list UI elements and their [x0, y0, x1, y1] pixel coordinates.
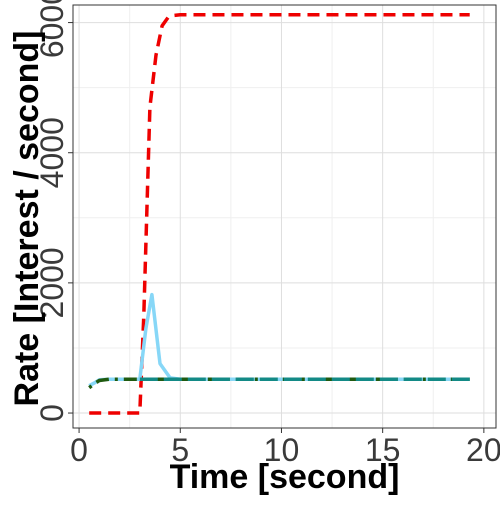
- x-tick-label: 20: [466, 432, 500, 468]
- grid-layer: [73, 5, 496, 428]
- y-tick-label: 0: [34, 404, 70, 422]
- x-tick-label: 0: [70, 432, 88, 468]
- series-red-dashed: [89, 13, 470, 415]
- y-tick-label: 4000: [34, 117, 70, 188]
- x-tick-label: 10: [264, 432, 300, 468]
- y-axis-title: Rate [Interest / second]: [8, 31, 46, 407]
- series-layer: [88, 13, 470, 415]
- ticks-layer: 0 5 10 15 20 0 2000 4000 6000: [34, 0, 500, 468]
- plot-panel-border: [72, 4, 497, 429]
- x-tick-label: 15: [365, 432, 401, 468]
- x-axis-title: Time [second]: [170, 458, 400, 496]
- y-tick-label: 2000: [34, 247, 70, 318]
- y-tick-label: 6000: [34, 0, 70, 58]
- series-light-blue-solid: [88, 292, 470, 388]
- x-tick-label: 5: [171, 432, 189, 468]
